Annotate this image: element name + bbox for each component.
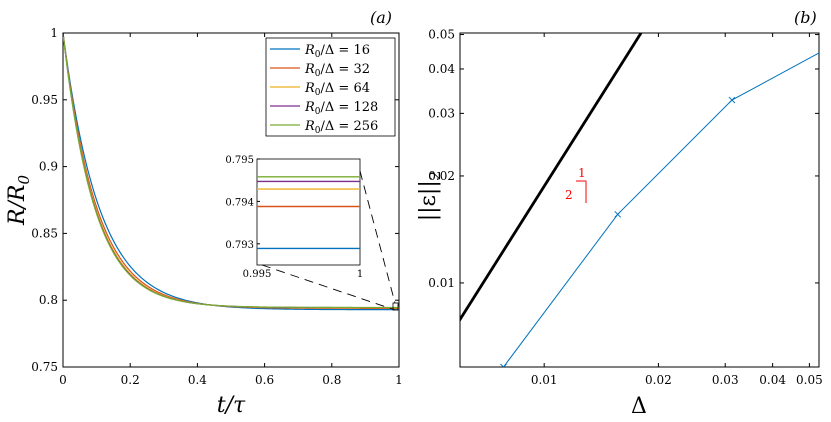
b-y-tick-label: 0.02 (428, 169, 455, 183)
inset-ticks: 0.793 0.794 0.795 0.995 1 (225, 155, 363, 280)
series-line-256 (62, 32, 400, 309)
legend-label-256: R0/Δ = 256 (304, 119, 378, 136)
b-y-tick-label: 0.01 (428, 276, 455, 290)
panel-b: 0.01 0.02 0.03 0.04 0.05 0.010.020.030.040.0… (416, 8, 823, 419)
panel-a-y-ticks: 0.75 0.8 0.85 0.9 0.95 1 (31, 26, 399, 374)
y-tick-label: 1 (50, 26, 58, 40)
panel-b-x-axis-label: Δ (631, 394, 647, 419)
inset-x-tick-label: 1 (357, 269, 363, 280)
b-y-tick-label: 0.05 (428, 28, 455, 42)
y-tick-label: 0.85 (31, 226, 58, 240)
slope-triangle-run-label: 1 (578, 166, 586, 180)
x-tick-label: 0 (59, 373, 67, 387)
inset-y-tick-label: 0.793 (225, 240, 254, 251)
panel-b-y-axis-label: ||ε||2 (416, 171, 444, 222)
b-x-tick-label: 0.05 (796, 373, 823, 387)
b-x-tick-label: 0.02 (645, 373, 672, 387)
zoom-connector-lower (261, 264, 396, 311)
slope-triangle-rise-label: 2 (565, 188, 573, 202)
panel-a-series-group (62, 32, 400, 311)
y-tick-label: 0.75 (31, 360, 58, 374)
slope-triangle: 1 2 (565, 166, 587, 203)
panel-a-legend: R0/Δ = 16 R0/Δ = 32 R0/Δ = 64 R0/Δ = 128 R0/… (265, 37, 396, 137)
y-tick-label: 0.9 (39, 160, 58, 174)
error-marker-stroke (502, 363, 507, 367)
b-x-tick-label: 0.04 (759, 373, 786, 387)
panel-b-clip-group (460, 33, 819, 367)
panel-a: 0 0.2 0.4 0.6 0.8 1 0.75 0.8 0.85 0.9 0.95 1 (a) R… (5, 8, 403, 418)
inset-x-tick-label: 0.995 (243, 269, 272, 280)
legend-label-16: R0/Δ = 16 (304, 43, 370, 60)
panel-a-x-axis-label: t/τ (217, 393, 246, 418)
x-tick-label: 0.8 (322, 373, 341, 387)
panel-a-inset: 0.793 0.794 0.795 0.995 1 (225, 155, 399, 311)
panel-a-x-ticks: 0 0.2 0.4 0.6 0.8 1 (59, 33, 403, 387)
inset-y-tick-label: 0.795 (225, 155, 254, 166)
error-series-line (503, 52, 819, 367)
x-tick-label: 0.6 (255, 373, 274, 387)
b-y-tick-label: 0.04 (428, 62, 455, 76)
b-y-tick-label: 0.03 (428, 106, 455, 120)
inset-series-group (257, 176, 360, 250)
panel-b-series-group (460, 33, 819, 367)
legend-label-128: R0/Δ = 128 (304, 100, 378, 117)
y-tick-label: 0.95 (31, 93, 58, 107)
b-x-tick-label: 0.03 (712, 373, 739, 387)
panel-b-x-ticks: 0.01 0.02 0.03 0.04 0.05 (531, 33, 823, 387)
reference-slope-line (460, 33, 643, 323)
x-tick-label: 1 (395, 373, 403, 387)
y-tick-label: 0.8 (39, 293, 58, 307)
x-tick-label: 0.2 (121, 373, 140, 387)
panel-b-y-ticks: 0.01 0.02 0.03 0.04 0.05 (428, 28, 819, 290)
error-marker (500, 363, 507, 367)
error-marker-stroke (500, 363, 505, 367)
panel-b-plot-area (459, 32, 820, 368)
error-marker (614, 210, 622, 218)
zoom-connector-upper (359, 170, 396, 304)
legend-label-64: R0/Δ = 64 (304, 81, 370, 98)
b-x-tick-label: 0.01 (531, 373, 558, 387)
x-tick-label: 0.4 (188, 373, 207, 387)
legend-label-32: R0/Δ = 32 (304, 62, 370, 79)
error-marker (728, 96, 736, 104)
panel-a-label: (a) (370, 8, 392, 27)
zoom-region-marker (392, 302, 399, 311)
panel-b-label: (b) (794, 8, 817, 27)
error-marker-stroke (614, 210, 622, 218)
panel-a-y-axis-label: R/R0 (5, 175, 33, 227)
error-marker-stroke (728, 96, 736, 104)
slope-triangle-shape (576, 180, 587, 203)
inset-y-tick-label: 0.794 (225, 197, 254, 208)
